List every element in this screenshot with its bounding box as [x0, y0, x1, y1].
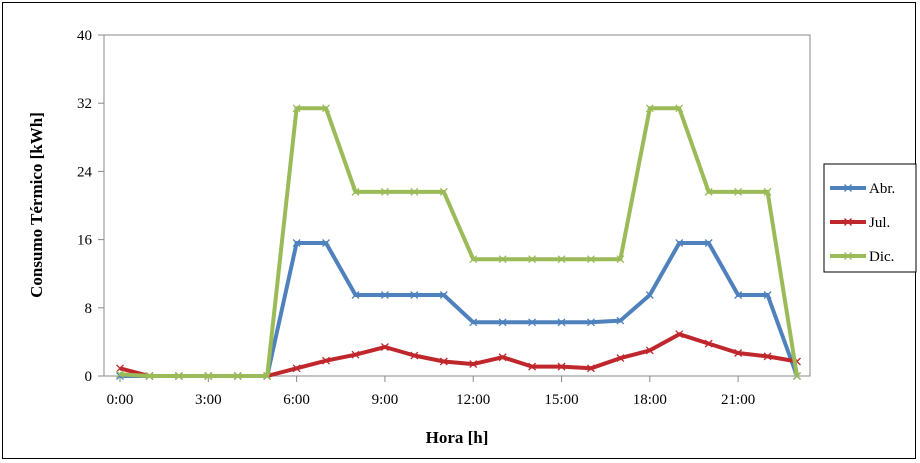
- data-point-jul: [351, 350, 360, 359]
- data-point-jul: [498, 353, 507, 362]
- legend-item-abr: Abr.: [830, 181, 895, 197]
- data-point-abr: [763, 291, 772, 299]
- data-point-dic: [322, 104, 331, 113]
- x-tick-label: 21:00: [721, 392, 755, 408]
- legend-label: Abr.: [869, 181, 895, 197]
- legend: Abr. Jul. Dic.: [823, 163, 917, 273]
- data-point-abr: [439, 291, 448, 299]
- data-point-jul: [410, 351, 419, 360]
- data-point-dic: [351, 187, 360, 196]
- legend-item-dic: Dic.: [830, 249, 894, 265]
- data-point-jul: [675, 330, 684, 339]
- data-point-abr: [734, 291, 743, 299]
- legend-box: [823, 163, 917, 273]
- data-point-dic: [292, 104, 301, 113]
- data-point-jul: [704, 339, 713, 348]
- legend-marker: [844, 218, 852, 226]
- data-point-dic: [469, 255, 478, 264]
- data-point-jul: [528, 362, 537, 371]
- x-axis-title: Hora [h]: [426, 428, 489, 447]
- data-point-jul: [292, 364, 301, 373]
- x-tick-label: 9:00: [372, 392, 399, 408]
- legend-label: Dic.: [869, 249, 894, 265]
- data-point-dic: [734, 187, 743, 196]
- data-point-jul: [322, 356, 331, 365]
- data-point-dic: [763, 187, 772, 196]
- data-point-abr: [380, 291, 389, 299]
- data-point-jul: [380, 343, 389, 351]
- data-point-jul: [116, 364, 124, 373]
- data-point-abr: [322, 239, 331, 247]
- data-point-jul: [586, 364, 595, 373]
- plot-area: [103, 34, 811, 377]
- data-point-jul: [557, 362, 566, 371]
- data-point-jul: [763, 352, 772, 361]
- y-tick-label: 24: [77, 164, 93, 180]
- data-point-dic: [410, 187, 419, 196]
- data-point-jul: [616, 354, 625, 363]
- y-tick-label: 0: [85, 369, 93, 385]
- data-point-jul: [645, 346, 654, 355]
- y-tick-label: 40: [77, 28, 92, 44]
- legend-marker: [844, 184, 852, 192]
- data-point-dic: [439, 187, 448, 196]
- data-point-dic: [263, 372, 272, 380]
- data-point-dic: [528, 255, 537, 264]
- legend-marker: [844, 252, 852, 260]
- data-point-abr: [469, 318, 478, 327]
- data-point-dic: [498, 255, 507, 264]
- data-point-dic: [645, 104, 654, 113]
- x-tick-label: 6:00: [283, 392, 310, 408]
- data-point-dic: [204, 372, 213, 380]
- data-point-jul: [734, 349, 743, 357]
- data-point-dic: [174, 372, 183, 380]
- x-tick-label: 12:00: [456, 392, 490, 408]
- data-point-jul: [469, 360, 478, 369]
- data-point-dic: [704, 187, 713, 196]
- data-point-dic: [675, 104, 684, 113]
- data-point-dic: [145, 372, 154, 380]
- data-point-dic: [616, 255, 625, 264]
- series-dic: [116, 104, 801, 380]
- y-tick-label: 16: [77, 233, 93, 249]
- data-point-dic: [380, 187, 389, 196]
- data-point-abr: [498, 318, 507, 327]
- series-line-dic: [119, 106, 799, 378]
- x-tick-label: 3:00: [195, 392, 222, 408]
- data-point-abr: [557, 318, 566, 327]
- data-point-dic: [586, 255, 595, 264]
- data-point-dic: [557, 255, 566, 264]
- data-point-dic: [793, 372, 801, 380]
- data-point-dic: [233, 372, 242, 380]
- data-point-abr: [528, 318, 537, 327]
- x-tick-label: 15:00: [544, 392, 578, 408]
- y-tick-label: 32: [77, 96, 92, 112]
- data-point-abr: [586, 318, 595, 327]
- data-point-abr: [645, 291, 654, 299]
- y-tick-label: 8: [85, 301, 93, 317]
- x-tick-label: 18:00: [633, 392, 667, 408]
- data-point-abr: [704, 239, 713, 247]
- data-point-dic: [116, 370, 124, 379]
- data-point-abr: [351, 291, 360, 299]
- data-point-abr: [410, 291, 419, 299]
- data-point-abr: [292, 239, 301, 247]
- data-point-abr: [616, 316, 625, 325]
- y-axis-title: Consumo Térmico [kWh]: [27, 112, 46, 298]
- legend-label: Jul.: [869, 215, 890, 231]
- legend-item-jul: Jul.: [830, 215, 890, 231]
- x-tick-label: 0:00: [107, 392, 134, 408]
- data-point-jul: [439, 357, 448, 366]
- data-point-abr: [675, 239, 684, 247]
